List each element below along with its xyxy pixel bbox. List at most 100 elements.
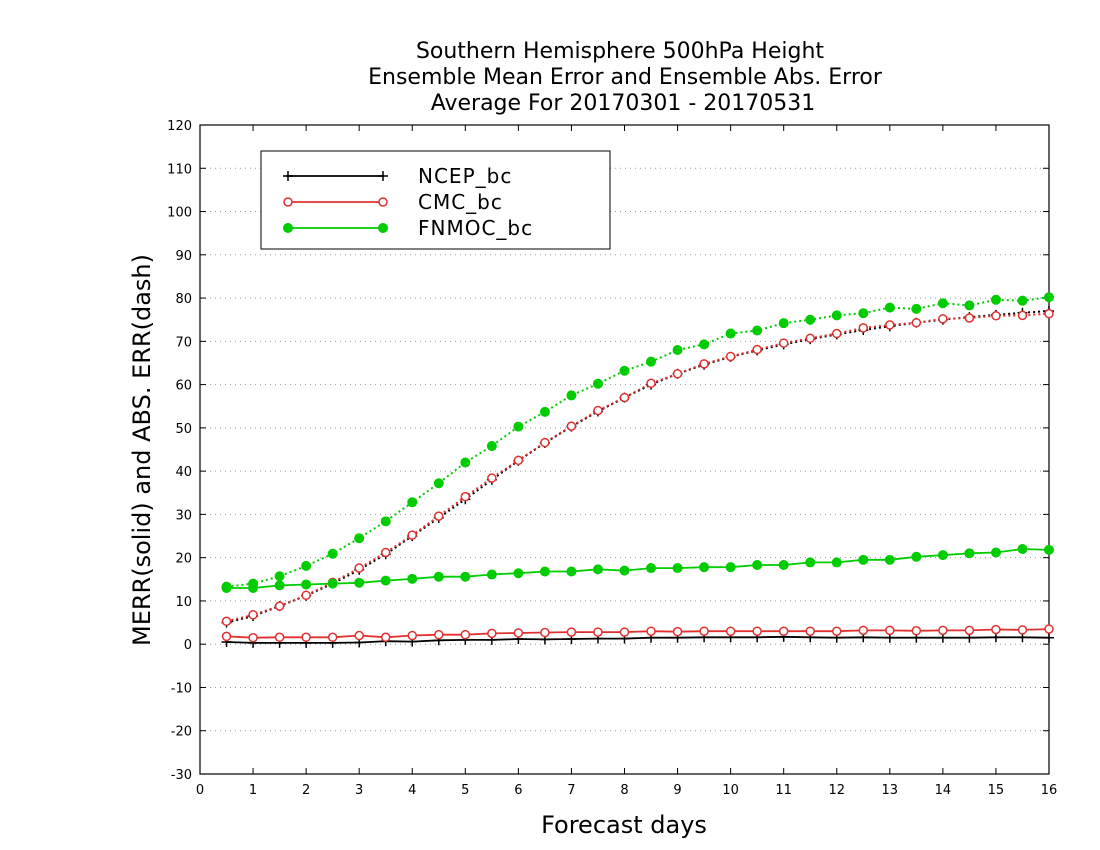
data-point [274,580,285,591]
data-point [486,441,497,452]
legend-label: NCEP_bc [418,164,512,188]
legend-item-ncep-bc: NCEP_bc [283,164,512,188]
data-point [513,568,524,579]
data-point [778,338,789,348]
data-point [1044,308,1054,319]
data-point [1017,625,1028,635]
data-point [407,530,417,540]
data-point [938,314,948,324]
data-point [832,626,842,636]
data-point [699,359,709,369]
data-point [540,437,550,448]
data-point [327,548,338,559]
x-tick-label: 10 [722,783,739,798]
data-point [354,630,364,641]
data-point [301,590,311,601]
data-point [885,320,895,330]
data-point [805,314,816,325]
data-point [725,562,736,573]
data-point [725,626,736,636]
y-axis-label: MERR(solid) and ABS. ERR(dash) [128,254,156,646]
data-point [593,627,603,637]
x-tick-label: 13 [882,783,899,798]
data-point [487,628,497,639]
data-point [540,627,550,638]
data-point [327,578,338,589]
y-tick-label: 70 [175,335,192,350]
legend-box [260,150,611,250]
data-point [964,313,975,323]
legend-label: FNMOC_bc [418,216,533,240]
y-tick-label: 20 [175,552,192,567]
data-point [301,579,312,590]
data-point [434,629,444,640]
y-tick-label: 90 [175,249,192,264]
data-point [592,378,603,389]
data-point [487,473,497,483]
data-point [964,625,975,636]
data-point [725,351,736,362]
data-point [646,378,656,389]
data-point [327,632,338,643]
data-point [1017,310,1028,321]
data-point [832,328,842,339]
data-point [380,547,391,558]
data-point [460,491,471,502]
y-tick-label: 10 [175,595,192,610]
data-point [858,625,869,636]
data-point [274,571,285,582]
data-point [858,554,869,565]
data-point [831,310,842,321]
y-tick-label: 100 [167,206,192,221]
data-point [911,626,922,636]
data-point [460,629,471,640]
x-tick-label: 1 [249,783,257,798]
data-point [1044,624,1054,634]
data-point [380,575,391,586]
data-point [274,601,285,611]
x-tick-label: 5 [461,783,469,798]
series-line [226,635,1050,644]
data-point [699,562,710,573]
data-point [619,565,630,576]
x-tick-label: 11 [775,783,792,798]
data-point [911,551,922,562]
data-point [354,563,364,573]
data-point [593,405,603,416]
x-tick-label: 8 [620,783,628,798]
data-point [539,566,550,577]
data-point [221,616,232,627]
data-point [407,630,417,641]
y-tick-label: -10 [171,681,192,696]
y-tick-label: 120 [167,119,192,134]
y-tick-label: 30 [175,508,192,523]
legend-marker [283,223,293,233]
data-point [911,317,922,328]
y-tick-label: 60 [175,379,192,394]
data-point [301,560,312,571]
data-point [805,333,815,344]
data-point [672,626,683,637]
data-point [248,610,258,620]
data-point [1017,544,1028,555]
data-point [990,294,1001,305]
data-point [566,421,577,431]
x-tick-label: 6 [514,783,522,798]
data-point [513,628,524,638]
x-tick-label: 15 [988,783,1005,798]
legend-marker [283,197,293,207]
data-point [1044,632,1054,643]
series-fnmoc-bc-merr [221,544,1054,593]
data-point [248,582,259,593]
data-point [646,356,657,367]
y-tick-label: 0 [184,638,192,653]
data-point [778,560,789,571]
data-point [301,632,311,643]
x-tick-label: 0 [196,783,204,798]
data-point [434,511,444,521]
data-point [592,564,603,575]
data-point [460,457,471,468]
data-point [619,392,630,403]
x-tick-label: 7 [567,783,575,798]
data-point [1017,295,1028,306]
